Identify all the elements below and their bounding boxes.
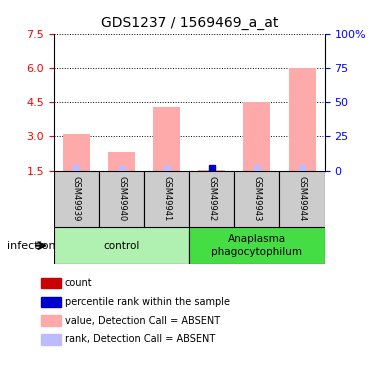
Bar	[153, 107, 180, 171]
Bar	[189, 227, 325, 264]
Bar	[234, 171, 279, 227]
Bar	[243, 102, 270, 171]
Bar	[63, 134, 90, 171]
Text: GSM49941: GSM49941	[162, 176, 171, 221]
Text: infection: infection	[7, 241, 56, 250]
Bar	[289, 68, 316, 171]
Bar	[279, 171, 325, 227]
Bar	[54, 227, 189, 264]
Text: GSM49942: GSM49942	[207, 176, 216, 221]
Text: GSM49944: GSM49944	[298, 176, 306, 221]
Text: rank, Detection Call = ABSENT: rank, Detection Call = ABSENT	[65, 334, 215, 344]
Bar	[198, 170, 225, 171]
Text: GSM49939: GSM49939	[72, 176, 81, 221]
Bar	[189, 171, 234, 227]
Text: Anaplasma
phagocytophilum: Anaplasma phagocytophilum	[211, 234, 302, 257]
Bar	[54, 171, 99, 227]
Text: count: count	[65, 278, 92, 288]
Text: GSM49940: GSM49940	[117, 176, 126, 221]
Text: percentile rank within the sample: percentile rank within the sample	[65, 297, 230, 307]
Bar	[99, 171, 144, 227]
Bar	[108, 152, 135, 171]
Bar	[144, 171, 189, 227]
Title: GDS1237 / 1569469_a_at: GDS1237 / 1569469_a_at	[101, 16, 278, 30]
Text: control: control	[103, 241, 140, 250]
Text: value, Detection Call = ABSENT: value, Detection Call = ABSENT	[65, 316, 220, 326]
Text: GSM49943: GSM49943	[252, 176, 262, 221]
